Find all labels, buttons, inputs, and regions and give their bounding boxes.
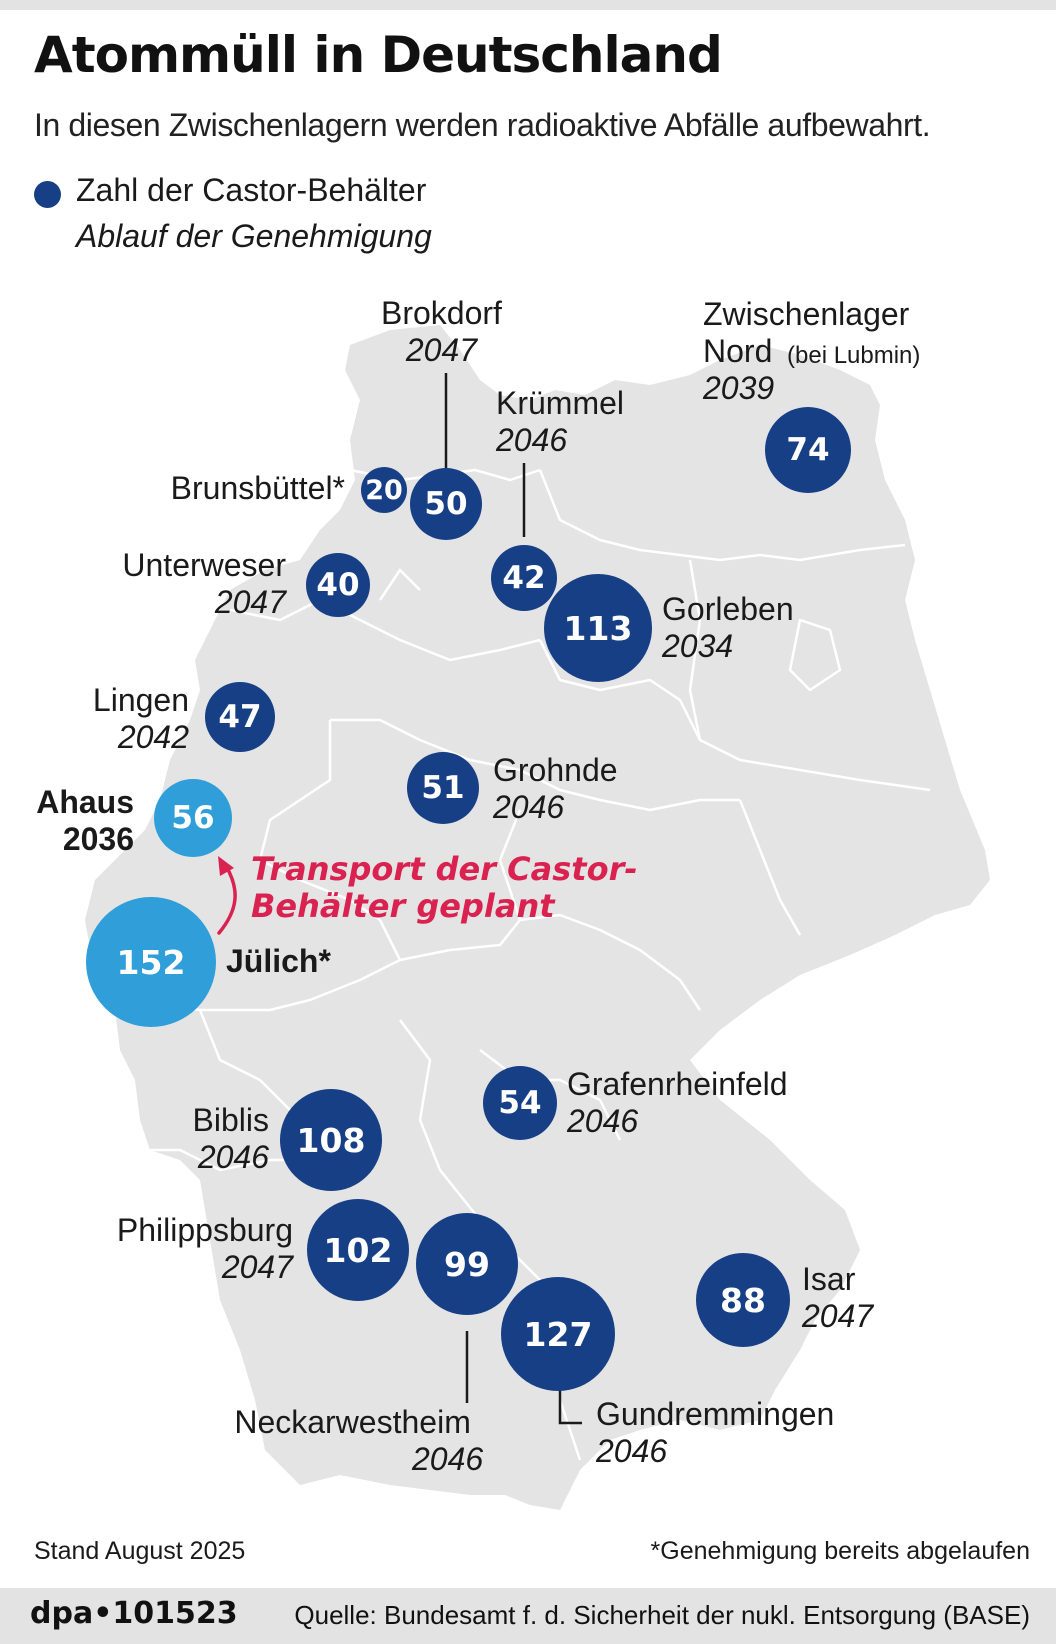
footer-stand: Stand August 2025	[34, 1537, 246, 1565]
label-grohnde: Grohnde 2046	[493, 752, 618, 825]
graphic-id: dpa•101523	[30, 1596, 238, 1631]
label-philippsburg: Philippsburg 2047	[116, 1212, 293, 1285]
bubble-juelich: 152	[86, 897, 216, 1027]
label-isar: Isar 2047	[802, 1261, 874, 1334]
label-biblis: Biblis 2046	[192, 1102, 269, 1175]
label-unterweser: Unterweser 2047	[122, 547, 286, 620]
label-brunsbuettel: Brunsbüttel*	[170, 470, 345, 506]
legend-expiry-label: Ablauf der Genehmigung	[76, 218, 432, 254]
bubble-kruemmel: 42	[491, 545, 557, 611]
transport-line-1: Transport der Castor-	[251, 850, 638, 888]
transport-line-2: Behälter geplant	[251, 887, 555, 925]
label-grafenrheinfeld: Grafenrheinfeld 2046	[567, 1066, 788, 1139]
top-band	[0, 0, 1056, 10]
bubble-zwischenlager-nord: 74	[765, 407, 851, 493]
label-neckarwestheim: Neckarwestheim 2046	[234, 1404, 484, 1477]
bubble-unterweser: 40	[306, 553, 370, 617]
label-ahaus: Ahaus 2036	[36, 784, 134, 857]
bottom-band	[0, 1588, 1056, 1644]
bubble-philippsburg: 102	[307, 1199, 409, 1301]
bubble-neckarwestheim: 99	[416, 1213, 518, 1315]
bubble-grafenrheinfeld: 54	[483, 1066, 557, 1140]
label-gorleben: Gorleben 2034	[662, 591, 794, 664]
legend-count-label: Zahl der Castor-Behälter	[76, 172, 427, 208]
bubble-brokdorf: 50	[410, 468, 482, 540]
bubble-ahaus: 56	[154, 779, 232, 857]
bubble-gorleben: 113	[544, 574, 652, 682]
label-juelich: Jülich*	[226, 943, 331, 979]
bubble-brunsbuettel: 20	[361, 467, 407, 513]
bubble-grohnde: 51	[407, 752, 479, 824]
label-brokdorf: Brokdorf 2047	[381, 295, 502, 368]
bubble-gundremmingen: 127	[501, 1277, 615, 1391]
bubble-isar: 88	[696, 1253, 790, 1347]
label-lingen: Lingen 2042	[92, 682, 189, 755]
transport-note: Transport der Castor- Behälter geplant	[251, 851, 638, 925]
transport-arrow-icon	[217, 864, 237, 935]
source-credit: Quelle: Bundesamt f. d. Sicherheit der n…	[294, 1600, 1030, 1630]
label-gundremmingen: Gundremmingen 2046	[596, 1396, 835, 1469]
label-zwischenlager-nord: Zwischenlager Nord (bei Lubmin) 2039	[703, 296, 921, 406]
leader-gundremmingen	[558, 1390, 582, 1425]
page-subtitle: In diesen Zwischenlagern werden radioakt…	[34, 107, 931, 143]
page-title: Atommüll in Deutschland	[34, 26, 723, 84]
bubble-lingen: 47	[205, 682, 275, 752]
bubble-biblis: 108	[280, 1089, 382, 1191]
legend-dot-icon	[34, 181, 61, 208]
label-kruemmel: Krümmel 2046	[496, 385, 625, 458]
footer-note: *Genehmigung bereits abgelaufen	[650, 1537, 1030, 1565]
